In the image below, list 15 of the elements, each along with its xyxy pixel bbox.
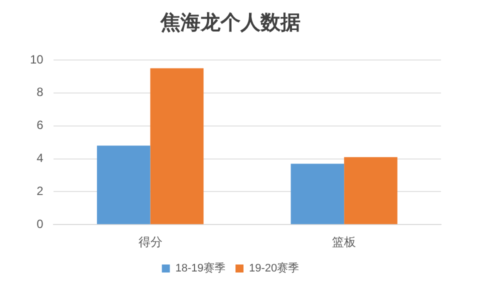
- bar: [290, 164, 344, 224]
- chart-title: 焦海龙个人数据: [160, 10, 300, 34]
- x-tick-label: 篮板: [332, 235, 356, 250]
- y-tick-label: 8: [36, 85, 44, 100]
- x-tick-label: 得分: [138, 235, 162, 250]
- y-tick-label: 2: [36, 184, 44, 198]
- y-tick-label: 4: [36, 151, 44, 166]
- bar: [344, 157, 398, 224]
- y-tick-label: 6: [36, 118, 44, 132]
- y-tick-label: 10: [30, 52, 44, 66]
- legend-label: 18-19赛季: [175, 262, 226, 275]
- bar: [150, 68, 204, 224]
- y-tick-label: 0: [36, 216, 44, 231]
- legend-label: 19-20赛季: [249, 262, 300, 275]
- bar: [96, 146, 150, 224]
